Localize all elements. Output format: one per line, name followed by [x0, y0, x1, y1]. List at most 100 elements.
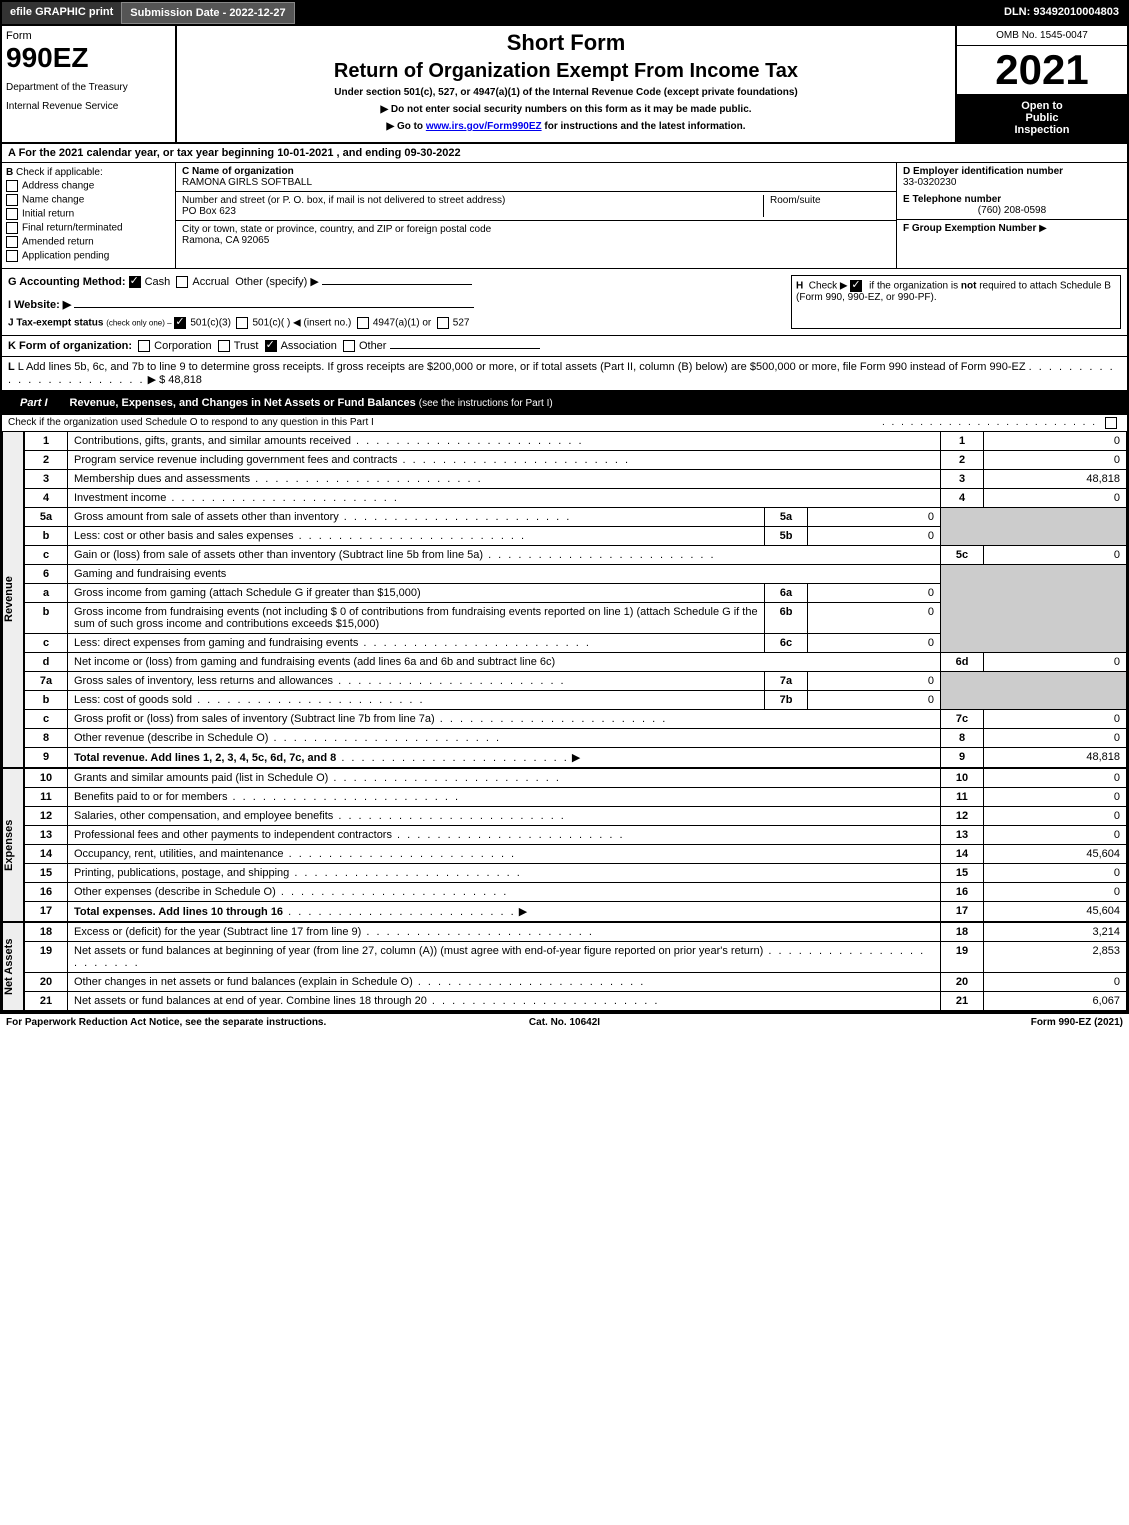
g-label: G Accounting Method: [8, 276, 126, 288]
line-5a: 5a Gross amount from sale of assets othe… [25, 508, 1127, 527]
line-21: 21 Net assets or fund balances at end of… [25, 992, 1127, 1011]
header-center: Short Form Return of Organization Exempt… [177, 26, 955, 142]
short-form-title: Short Form [181, 30, 951, 56]
initial-return: Initial return [6, 208, 171, 220]
checkbox-pending[interactable] [6, 250, 18, 262]
line-6d: d Net income or (loss) from gaming and f… [25, 653, 1127, 672]
dept-treasury: Department of the Treasury [6, 82, 171, 93]
accrual-label: Accrual [192, 276, 229, 288]
header-left: Form 990EZ Department of the Treasury In… [2, 26, 177, 142]
4947-label: 4947(a)(1) or [373, 318, 431, 329]
checkbox-schedule-o[interactable] [1105, 417, 1117, 429]
app-pending: Application pending [6, 250, 171, 262]
dln: DLN: 93492010004803 [996, 2, 1127, 24]
checkbox-4947[interactable] [357, 317, 369, 329]
line-8: 8 Other revenue (describe in Schedule O)… [25, 729, 1127, 748]
corp-label: Corporation [154, 340, 211, 352]
revenue-section: Revenue 1 Contributions, gifts, grants, … [2, 431, 1127, 768]
netassets-table: 18 Excess or (deficit) for the year (Sub… [24, 922, 1127, 1011]
instruction-link: ▶ Go to www.irs.gov/Form990EZ for instru… [181, 121, 951, 132]
line-14: 14 Occupancy, rent, utilities, and maint… [25, 845, 1127, 864]
section-bc: B Check if applicable: Address change Na… [2, 163, 1127, 269]
return-title: Return of Organization Exempt From Incom… [181, 60, 951, 83]
line-13: 13 Professional fees and other payments … [25, 826, 1127, 845]
section-g: G Accounting Method: Cash Accrual Other … [8, 275, 791, 329]
checkbox-501c[interactable] [236, 317, 248, 329]
checkbox-527[interactable] [437, 317, 449, 329]
header-right: OMB No. 1545-0047 2021 Open to Public In… [955, 26, 1127, 142]
checkbox-initial[interactable] [6, 208, 18, 220]
city-row: City or town, state or province, country… [176, 221, 896, 249]
j-label: J Tax-exempt status [8, 318, 103, 329]
group-arrow: ▶ [1039, 223, 1047, 234]
cash-label: Cash [145, 276, 171, 288]
group-row: F Group Exemption Number ▶ [897, 220, 1127, 237]
b-label: B [6, 167, 13, 178]
line-5c: c Gain or (loss) from sale of assets oth… [25, 546, 1127, 565]
footer: For Paperwork Reduction Act Notice, see … [0, 1013, 1129, 1031]
public-inspection: Open to Public Inspection [957, 94, 1127, 142]
submission-date: Submission Date - 2022-12-27 [121, 2, 294, 24]
org-name-label: C Name of organization [182, 166, 312, 177]
line-18: 18 Excess or (deficit) for the year (Sub… [25, 923, 1127, 942]
checkbox-501c3[interactable] [174, 317, 186, 329]
street-row: Number and street (or P. O. box, if mail… [176, 192, 896, 221]
checkbox-schedule-b[interactable] [850, 280, 862, 292]
irs-link[interactable]: www.irs.gov/Form990EZ [426, 121, 542, 132]
expenses-table: 10 Grants and similar amounts paid (list… [24, 768, 1127, 922]
revenue-table: 1 Contributions, gifts, grants, and simi… [24, 431, 1127, 768]
inspect-1: Open to [961, 100, 1123, 112]
checkbox-addr[interactable] [6, 180, 18, 192]
checkbox-corp[interactable] [138, 340, 150, 352]
line-9: 9 Total revenue. Add lines 1, 2, 3, 4, 5… [25, 748, 1127, 768]
expenses-label: Expenses [2, 768, 24, 922]
501c3-label: 501(c)(3) [190, 318, 231, 329]
inspect-3: Inspection [961, 124, 1123, 136]
checkbox-amended[interactable] [6, 236, 18, 248]
checkbox-assoc[interactable] [265, 340, 277, 352]
checkbox-other-org[interactable] [343, 340, 355, 352]
section-k: K Form of organization: Corporation Trus… [2, 336, 1127, 357]
k-label: K Form of organization: [8, 340, 132, 352]
section-gh: G Accounting Method: Cash Accrual Other … [2, 269, 1127, 336]
b-check-label: Check if applicable: [16, 167, 103, 178]
footer-center: Cat. No. 10642I [378, 1017, 750, 1028]
other-label: Other (specify) ▶ [235, 276, 319, 288]
checkbox-name[interactable] [6, 194, 18, 206]
line-6: 6 Gaming and fundraising events [25, 565, 1127, 584]
efile-link[interactable]: efile GRAPHIC print [2, 2, 121, 24]
website-input[interactable] [74, 307, 474, 308]
checkbox-final[interactable] [6, 222, 18, 234]
city-label: City or town, state or province, country… [182, 224, 491, 235]
other-specify-input[interactable] [322, 284, 472, 285]
part1-header: Part I Revenue, Expenses, and Changes in… [2, 391, 1127, 415]
other-org-input[interactable] [390, 348, 540, 349]
checkbox-accrual[interactable] [176, 276, 188, 288]
line-7a: 7a Gross sales of inventory, less return… [25, 672, 1127, 691]
checkbox-cash[interactable] [129, 276, 141, 288]
phone-label: E Telephone number [903, 194, 1121, 205]
expenses-section: Expenses 10 Grants and similar amounts p… [2, 768, 1127, 922]
addr-change: Address change [6, 180, 171, 192]
org-name-row: C Name of organization RAMONA GIRLS SOFT… [176, 163, 896, 192]
section-b: B Check if applicable: Address change Na… [2, 163, 176, 268]
checkbox-trust[interactable] [218, 340, 230, 352]
l-value: ▶ $ 48,818 [148, 374, 202, 386]
revenue-label: Revenue [2, 431, 24, 768]
footer-right: Form 990-EZ (2021) [751, 1017, 1123, 1028]
tax-year: 2021 [957, 46, 1127, 94]
part1-label: Part I [10, 395, 58, 411]
assoc-label: Association [281, 340, 337, 352]
ein-value: 33-0320230 [903, 177, 1121, 188]
group-label: F Group Exemption Number [903, 223, 1036, 234]
city-value: Ramona, CA 92065 [182, 235, 491, 246]
line-12: 12 Salaries, other compensation, and emp… [25, 807, 1127, 826]
part1-title: Revenue, Expenses, and Changes in Net As… [70, 397, 416, 409]
ein-label: D Employer identification number [903, 166, 1121, 177]
trust-label: Trust [234, 340, 259, 352]
inst2-prefix: ▶ Go to [386, 121, 425, 132]
header: Form 990EZ Department of the Treasury In… [2, 26, 1127, 144]
i-label: I Website: ▶ [8, 299, 71, 311]
501c-label: 501(c)( ) ◀ (insert no.) [252, 318, 351, 329]
section-h: H Check ▶ if the organization is not req… [791, 275, 1121, 329]
